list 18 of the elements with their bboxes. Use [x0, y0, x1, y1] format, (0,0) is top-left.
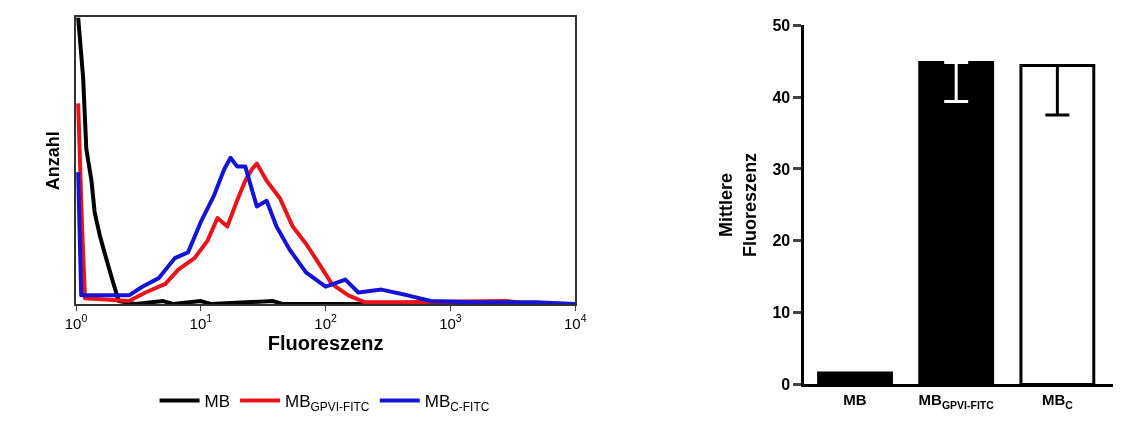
x-tick-label: 10$^{4}$	[563, 312, 587, 332]
y-axis-title: Anzahl	[42, 131, 63, 191]
y-tick-label: 40	[772, 88, 791, 106]
y-tick-label: 20	[772, 232, 791, 250]
x-tick-label: MB$_{GPVI-FITC}$	[918, 391, 995, 411]
x-tick-label: 10$^{2}$	[314, 312, 338, 332]
x-tick-label: 10$^{0}$	[64, 312, 88, 332]
x-axis-title: Fluoreszenz	[267, 331, 384, 354]
x-tick-label: 10$^{1}$	[189, 312, 213, 332]
y-axis-title: Mittlere Fluoreszenz	[716, 152, 760, 257]
y-tick-label: 10	[772, 304, 791, 322]
x-tick-label: 10$^{3}$	[439, 312, 462, 332]
legend-label: MB$_{C-FITC}$	[424, 392, 490, 414]
y-tick-label: 50	[772, 16, 791, 34]
y-tick-label: 30	[772, 160, 791, 178]
x-tick-label: MB$_{C}$	[1041, 391, 1074, 411]
x-tick-label: MB	[843, 391, 867, 409]
y-tick-label: 0	[781, 376, 791, 394]
